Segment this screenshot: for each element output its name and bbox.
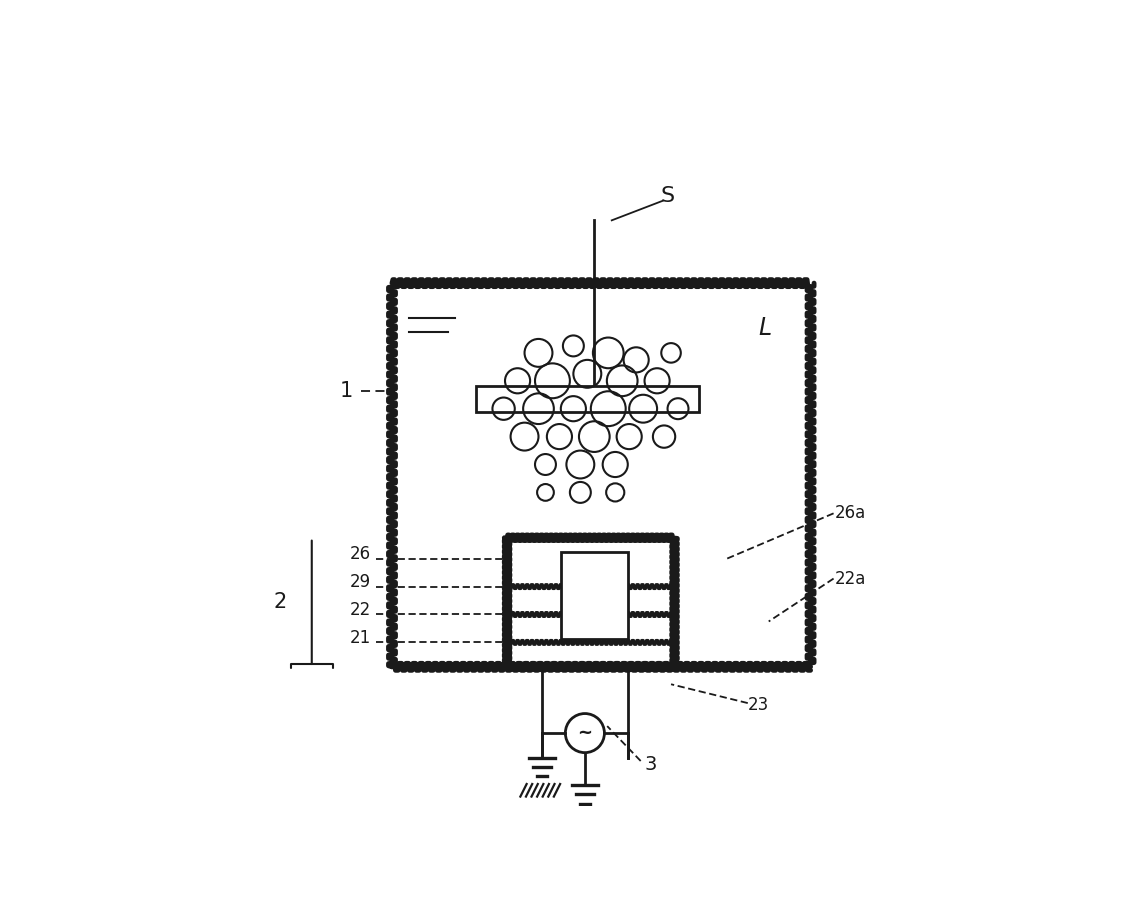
Text: 1: 1 xyxy=(340,381,353,400)
Text: 26a: 26a xyxy=(835,505,866,523)
Text: ~: ~ xyxy=(578,724,592,742)
Bar xyxy=(476,386,699,412)
Text: 22: 22 xyxy=(350,602,371,620)
Text: 2: 2 xyxy=(274,593,286,612)
Text: 23: 23 xyxy=(748,696,769,714)
Bar xyxy=(476,386,699,412)
Text: 26: 26 xyxy=(350,545,371,564)
Text: L: L xyxy=(759,316,771,341)
Text: S: S xyxy=(660,186,675,206)
Bar xyxy=(560,552,628,639)
Bar xyxy=(560,552,628,639)
Text: 3: 3 xyxy=(644,755,657,774)
Text: 29: 29 xyxy=(350,573,371,592)
Text: 21: 21 xyxy=(350,629,371,647)
Text: 22a: 22a xyxy=(835,570,866,588)
